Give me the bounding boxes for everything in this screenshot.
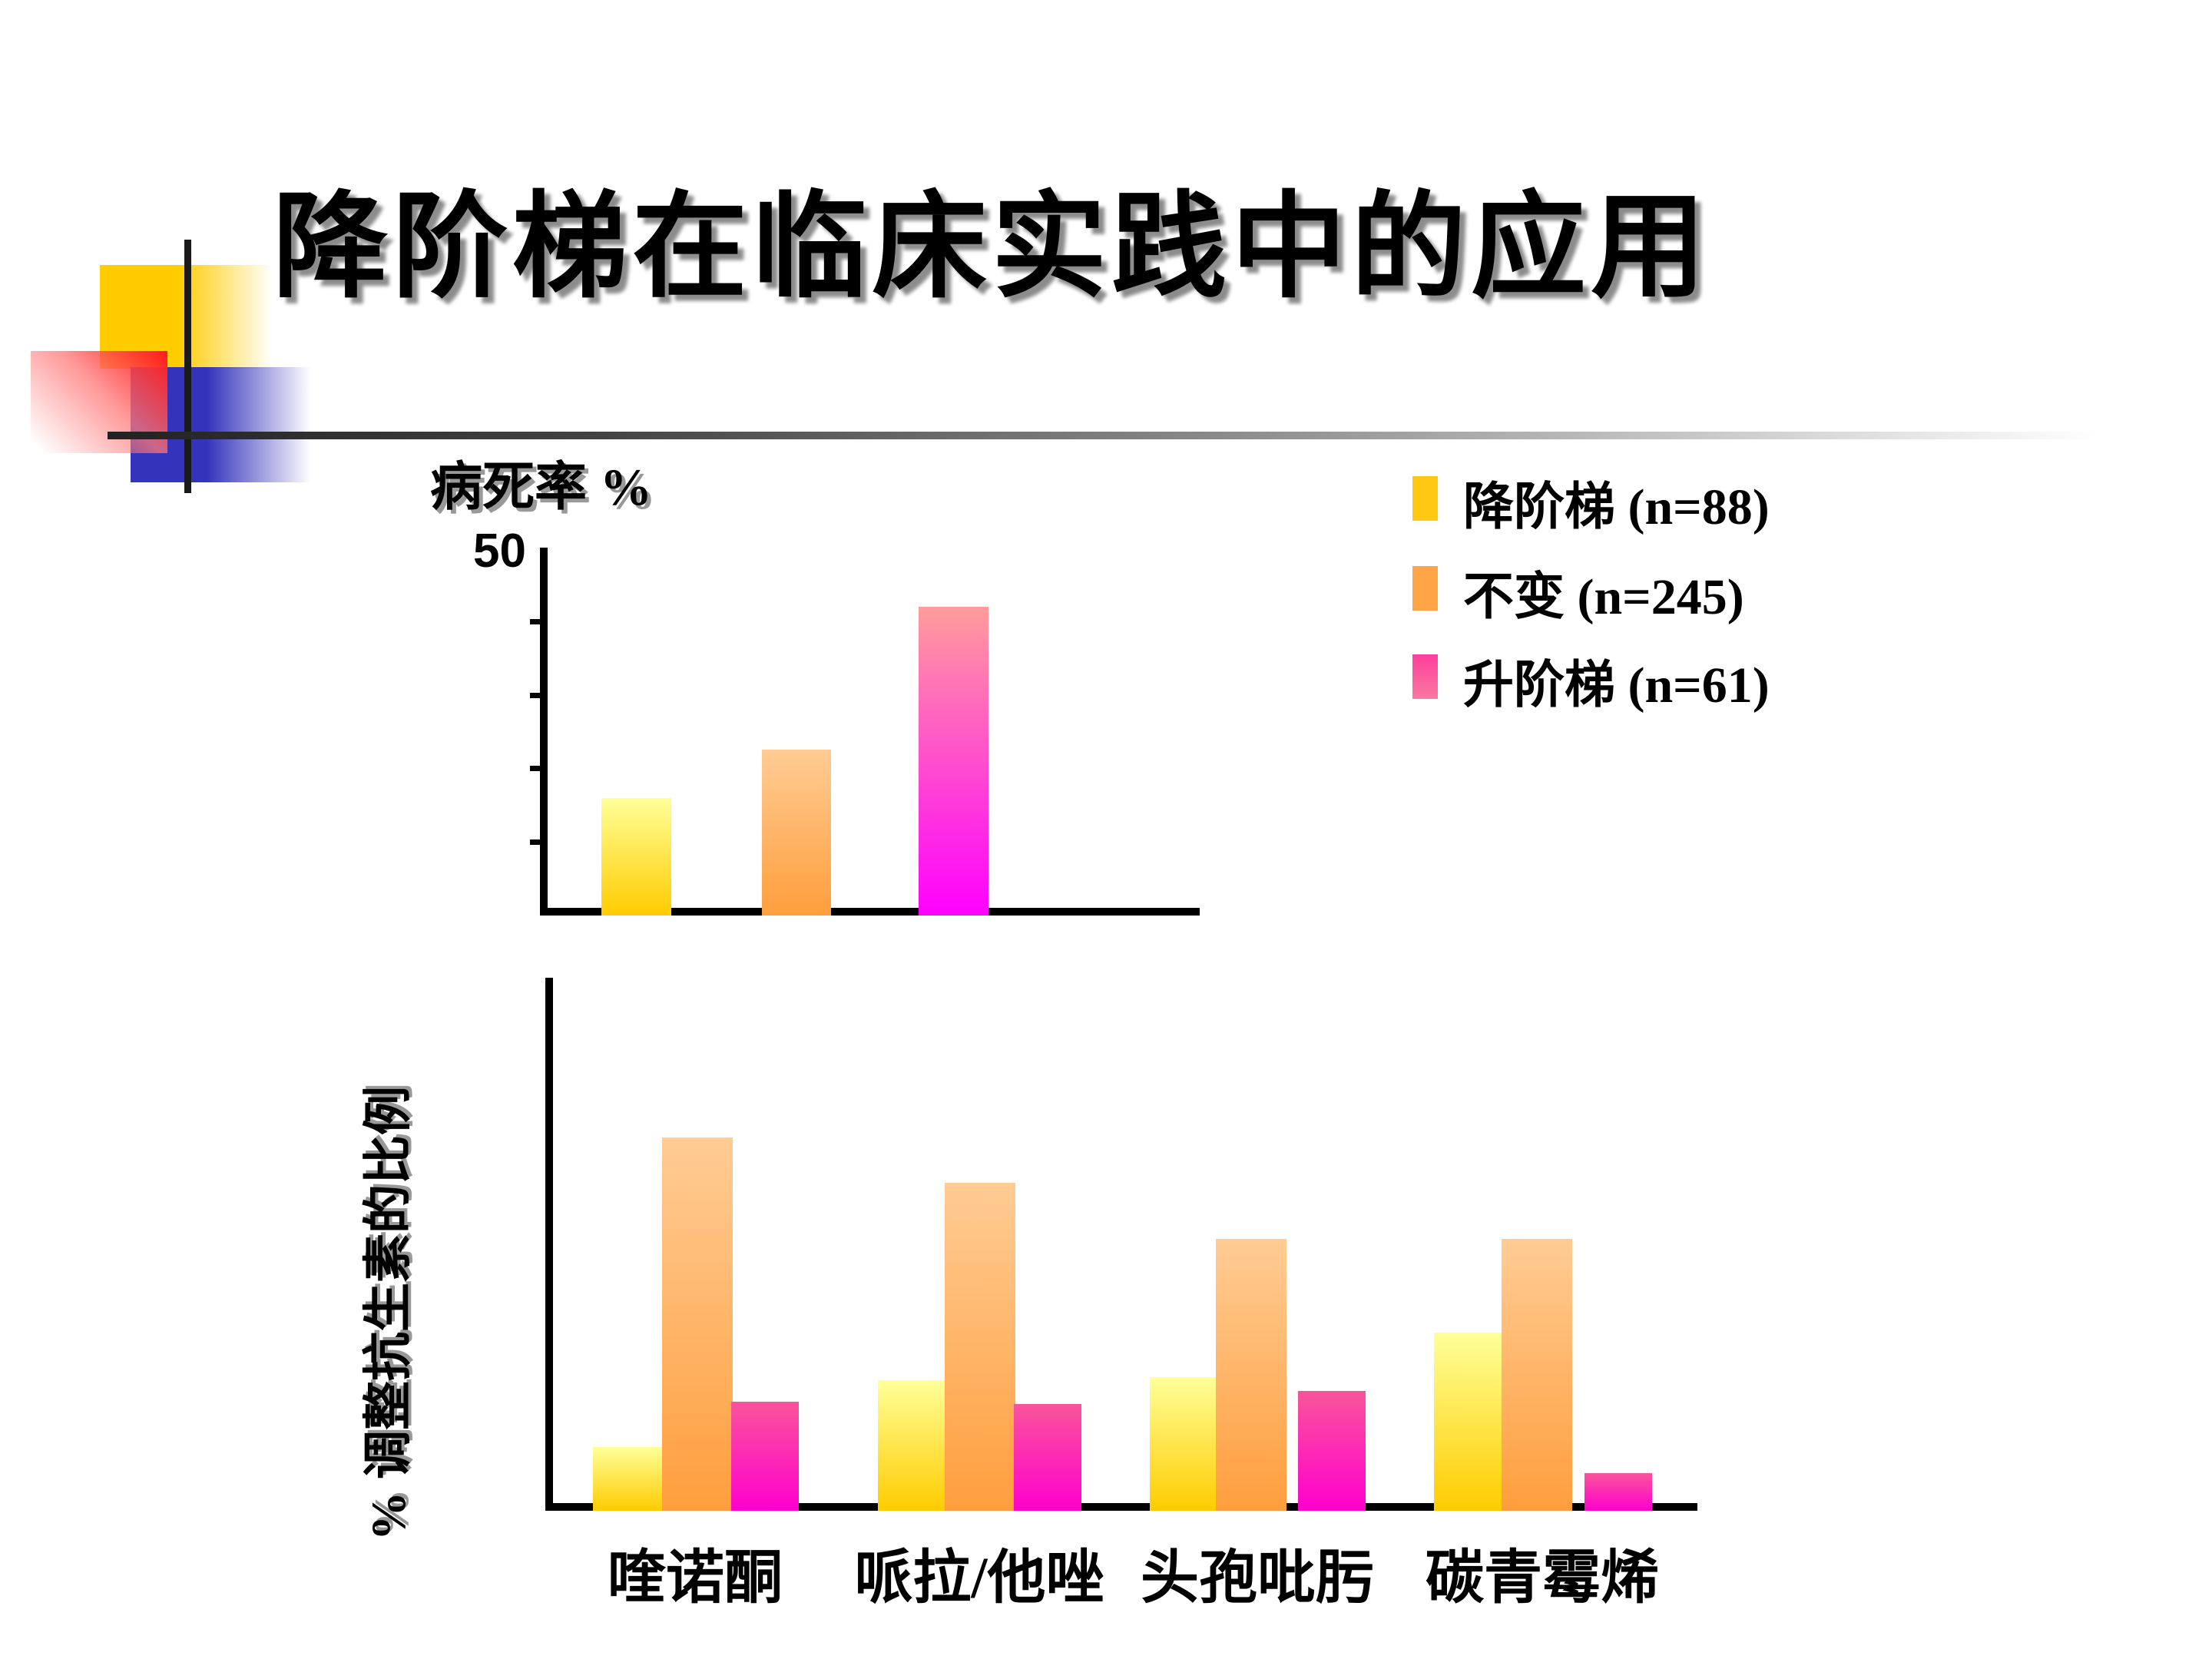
top-chart-tick-40: [530, 619, 541, 624]
bottom-chart-y-axis: [545, 978, 553, 1511]
legend-label-unchanged: 不变 (n=245): [1463, 569, 1744, 625]
legend-label-escalation: 升阶梯 (n=61): [1463, 657, 1770, 714]
legend-label-deescalation: 降阶梯 (n=88): [1463, 479, 1770, 535]
top-chart-tick-10: [530, 839, 541, 845]
bottom-chart-bar-g0-s0: [593, 1447, 662, 1511]
bottom-chart-bar-g2-s0: [1150, 1377, 1219, 1511]
legend-swatch-escalation: [1412, 654, 1438, 699]
top-chart-tick-20: [530, 766, 541, 771]
legend-swatch-deescalation: [1412, 476, 1438, 521]
bottom-chart-bar-g1-s0: [878, 1380, 947, 1511]
category-label-1: 哌拉/他唑: [854, 1546, 1104, 1611]
top-chart-y-axis: [540, 548, 548, 916]
bottom-chart-x-axis: [545, 1503, 1697, 1511]
bottom-chart-bar-g0-s1: [662, 1137, 733, 1511]
legend-swatch-unchanged: [1412, 566, 1438, 611]
category-label-3: 碳青霉烯: [1426, 1546, 1659, 1611]
top-chart-axis-label: 病死率 %: [430, 458, 653, 516]
deco-vertical-line: [184, 240, 191, 493]
bottom-chart-bar-g1-s2: [1014, 1404, 1081, 1511]
bottom-chart-bar-g3-s1: [1502, 1239, 1572, 1511]
top-chart-bar-2: [919, 607, 988, 916]
top-chart: [530, 548, 1200, 916]
category-label-0: 喹诺酮: [608, 1546, 783, 1611]
bottom-chart-bar-g3-s0: [1434, 1333, 1503, 1511]
top-chart-ymax-label: 50: [473, 525, 526, 578]
top-chart-x-axis: [540, 908, 1200, 916]
top-chart-tick-30: [530, 693, 541, 698]
bottom-chart-axis-label: % 调整抗生素的比例: [361, 1086, 416, 1541]
bottom-chart-bar-g0-s2: [731, 1402, 799, 1511]
category-label-2: 头孢吡肟: [1141, 1546, 1374, 1611]
bottom-chart-bar-g2-s1: [1216, 1239, 1286, 1511]
top-chart-bar-1: [762, 750, 831, 916]
bottom-chart-bar-g1-s1: [945, 1183, 1015, 1511]
bottom-chart-bar-g3-s2: [1584, 1473, 1652, 1511]
top-chart-bar-0: [601, 798, 671, 916]
bottom-chart: [545, 978, 1697, 1511]
page-title: 降阶梯在临床实践中的应用: [273, 184, 1711, 312]
divider-line: [108, 432, 2097, 439]
bottom-chart-bar-g2-s2: [1298, 1391, 1366, 1511]
